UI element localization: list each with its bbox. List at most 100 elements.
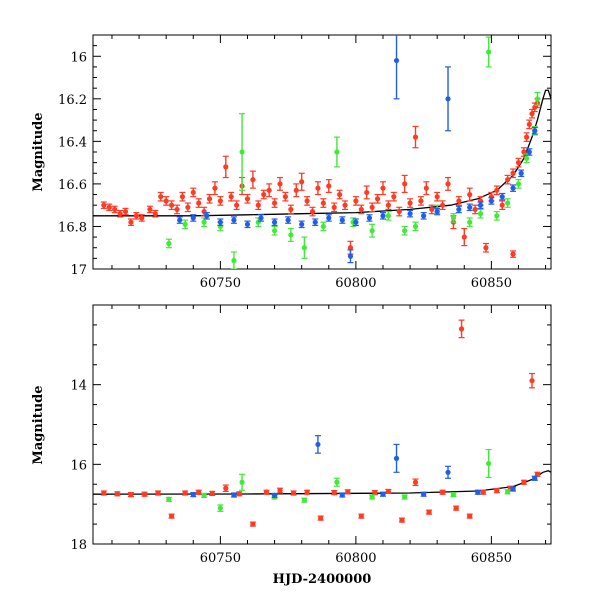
top-red-point <box>117 211 123 217</box>
bottom-blue-point <box>421 491 427 497</box>
bottom-green-point <box>402 494 408 500</box>
bottom-green-point <box>505 489 511 495</box>
top-blue-point <box>488 198 494 204</box>
top-red-point <box>206 196 213 202</box>
top-blue-point <box>190 215 196 221</box>
bottom-y-tick-label: 16 <box>70 458 87 473</box>
top-blue-point <box>456 206 462 213</box>
top-blue-point <box>299 221 305 227</box>
top-plot-area <box>93 35 551 269</box>
top-red-point <box>309 208 316 215</box>
bottom-green-point <box>369 494 375 500</box>
top-red-point <box>147 206 153 213</box>
top-red-point <box>461 234 467 240</box>
bottom-red-point <box>453 505 459 511</box>
top-red-point <box>412 134 419 140</box>
top-red-point <box>163 198 169 204</box>
bottom-red-point <box>209 490 215 497</box>
bottom-x-tick-label: 60800 <box>335 551 376 566</box>
bottom-green-point <box>217 505 223 511</box>
top-red-point <box>128 219 134 225</box>
top-green-point <box>494 213 500 219</box>
top-green-point <box>385 213 391 219</box>
top-ylabel: Magnitude <box>31 112 46 191</box>
top-green-point <box>271 228 278 234</box>
top-red-point <box>293 187 299 193</box>
bottom-blue-point <box>339 492 345 498</box>
top-red-point <box>439 202 446 208</box>
top-red-point <box>217 198 223 204</box>
top-red-point <box>407 200 413 206</box>
top-red-point <box>106 204 112 210</box>
top-red-point <box>282 194 289 200</box>
top-green-point <box>288 232 294 238</box>
bottom-red-point <box>128 492 134 498</box>
top-y-tick-label: 16.8 <box>58 220 87 235</box>
top-green-point <box>239 149 245 155</box>
top-red-point <box>190 189 196 196</box>
top-green-point <box>201 219 207 225</box>
top-blue-point <box>477 202 484 208</box>
bottom-red-point <box>480 489 486 495</box>
top-blue-point <box>467 204 473 210</box>
bottom-red-point <box>529 378 535 384</box>
top-red-point <box>122 208 129 215</box>
top-blue-point <box>271 219 278 225</box>
bottom-blue-point <box>532 475 538 481</box>
bottom-red-point <box>385 488 391 495</box>
top-red-point <box>266 187 272 193</box>
bottom-green-point <box>239 479 245 485</box>
top-y-tick-label: 16.6 <box>58 178 87 193</box>
top-red-point <box>277 181 283 187</box>
bottom-red-point <box>358 513 364 519</box>
top-green-point <box>334 149 340 155</box>
top-x-tick-label: 60850 <box>471 276 512 291</box>
top-red-point <box>101 202 107 208</box>
top-blue-point <box>204 213 210 219</box>
top-green-point <box>486 49 492 55</box>
bottom-ylabel: Magnitude <box>31 385 46 464</box>
top-blue-point <box>347 253 354 259</box>
top-blue-point <box>393 57 400 64</box>
top-green-point <box>515 181 522 187</box>
top-red-point <box>510 251 516 257</box>
top-red-point <box>234 202 240 208</box>
top-red-point <box>380 185 386 191</box>
bottom-xlabel: HJD-2400000 <box>273 572 372 587</box>
bottom-green-point <box>301 497 307 503</box>
top-red-point <box>255 202 261 208</box>
bottom-red-point <box>141 491 148 497</box>
top-red-point <box>304 198 310 204</box>
top-blue-point <box>445 96 451 102</box>
top-red-point <box>429 206 435 213</box>
top-blue-point <box>177 217 183 223</box>
top-red-point <box>402 181 408 187</box>
bottom-x-tick-label: 60850 <box>471 551 512 566</box>
top-blue-point <box>366 215 373 221</box>
top-green-point <box>524 155 530 161</box>
top-red-point <box>315 185 321 191</box>
bottom-plot-area <box>93 319 551 527</box>
bottom-red-point <box>196 489 202 495</box>
bottom-red-point <box>412 479 419 485</box>
bottom-blue-point <box>190 492 196 498</box>
top-y-tick-label: 16.2 <box>58 93 87 108</box>
bottom-red-point <box>168 513 175 519</box>
top-red-point <box>196 200 202 206</box>
top-blue-point <box>510 185 516 191</box>
top-red-point <box>185 204 191 210</box>
bottom-red-point <box>304 489 310 495</box>
top-red-point <box>288 206 294 213</box>
top-red-point <box>152 211 158 217</box>
top-red-point <box>494 187 500 193</box>
top-green-point <box>534 96 541 102</box>
top-red-point <box>261 191 267 198</box>
top-green-point <box>182 221 188 227</box>
top-red-point <box>347 245 354 251</box>
bottom-red-point <box>114 491 120 497</box>
top-red-point <box>521 149 527 155</box>
top-red-point <box>299 179 305 185</box>
bottom-red-point <box>182 490 188 496</box>
top-red-point <box>342 202 348 208</box>
